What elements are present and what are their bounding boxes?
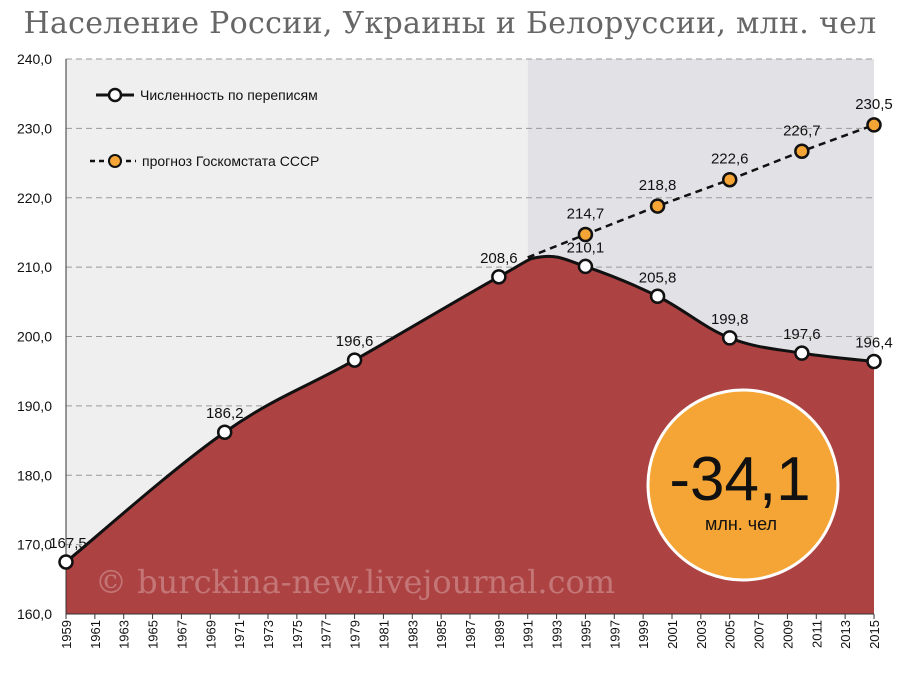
x-tick-label: 2015 (867, 620, 882, 649)
x-tick-label: 1983 (405, 620, 420, 649)
x-tick-label: 1987 (463, 620, 478, 649)
badge-unit: млн. чел (705, 514, 777, 534)
x-tick-label: 1979 (348, 620, 363, 649)
census-point (216, 424, 233, 440)
x-tick-label: 1997 (607, 620, 622, 649)
x-tick-label: 1993 (550, 620, 565, 649)
census-point (577, 258, 594, 275)
forecast-value-label: 218,8 (639, 177, 677, 194)
census-point (721, 330, 738, 346)
census-point (491, 269, 507, 285)
legend-forecast-label: прогноз Госкомстата СССР (142, 153, 319, 169)
x-tick-label: 2011 (809, 620, 824, 648)
y-tick-label: 160,0 (17, 606, 52, 622)
forecast-line (527, 123, 875, 259)
forecast-point (649, 198, 666, 214)
x-tick-label: 1963 (117, 620, 132, 649)
y-tick-label: 230,0 (17, 120, 52, 136)
y-tick-label: 220,0 (17, 190, 52, 206)
y-tick-label: 210,0 (17, 259, 52, 275)
census-point (346, 352, 363, 368)
data-labels: 167,5 186,2 196,6 208,6 210,1 205,8 199,8 197,6… (49, 96, 893, 552)
chart-title: Население России, Украины и Белоруссии, … (23, 6, 877, 41)
x-tick-label: 1999 (636, 620, 651, 649)
y-tick-label: 170,0 (17, 537, 52, 553)
x-tick-label: 2009 (780, 620, 795, 649)
census-line (65, 254, 875, 564)
x-tick-label: 2007 (752, 620, 767, 649)
legend: Численность по переписям прогноз Госкомс… (90, 87, 319, 169)
x-tick-label: 1995 (578, 620, 593, 649)
census-value-label: 196,6 (336, 333, 374, 350)
y-tick-label: 200,0 (17, 329, 52, 345)
census-value-label: 208,6 (480, 250, 518, 267)
forecast-value-label: 214,7 (567, 206, 605, 223)
x-tick-label: 1969 (203, 620, 218, 649)
forecast-point (794, 143, 810, 160)
data-markers (58, 117, 882, 570)
forecast-point (866, 117, 882, 133)
x-axis: 1959 1961 1963 1965 1967 1969 1971 1973 1975 1977… (59, 614, 882, 649)
x-tick-label: 1971 (232, 620, 247, 649)
x-tick-label: 1985 (434, 620, 449, 649)
y-tick-label: 190,0 (17, 398, 52, 414)
x-tick-label: 1961 (88, 620, 103, 649)
x-tick-label: 1975 (290, 620, 305, 649)
census-value-label: 210,1 (567, 239, 605, 256)
badge-circle (646, 388, 840, 582)
x-tick-label: 1989 (492, 620, 507, 649)
x-tick-label: 2001 (665, 620, 680, 649)
x-tick-label: 1977 (319, 620, 334, 649)
watermark-text: © burckina-new.livejournal.com (95, 563, 615, 601)
x-tick-label: 1959 (59, 620, 74, 649)
census-value-label: 197,6 (783, 326, 821, 343)
forecast-point (577, 226, 594, 243)
census-point (58, 554, 74, 570)
census-value-label: 205,8 (639, 269, 677, 286)
census-point (649, 288, 666, 305)
forecast-value-label: 226,7 (783, 122, 821, 139)
census-value-label: 196,4 (855, 334, 893, 351)
x-tick-label: 2013 (838, 620, 853, 649)
forecast-point (721, 171, 738, 188)
x-tick-label: 1965 (146, 620, 161, 649)
x-tick-label: 2005 (723, 620, 738, 649)
x-tick-label: 1991 (521, 620, 536, 649)
census-point (794, 345, 810, 361)
census-point (866, 353, 882, 370)
legend-census-marker (107, 87, 123, 103)
decline-badge: -34,1 млн. чел (646, 388, 840, 582)
x-tick-label: 2003 (694, 620, 709, 649)
legend-census-label: Численность по переписям (140, 87, 318, 103)
badge-value: -34,1 (669, 445, 810, 514)
forecast-value-label: 230,5 (855, 96, 893, 113)
y-tick-label: 240,0 (17, 51, 52, 67)
census-value-label: 199,8 (711, 311, 749, 328)
x-tick-label: 1967 (174, 620, 189, 649)
census-value-label: 167,5 (49, 535, 87, 552)
x-tick-label: 1973 (261, 620, 276, 649)
forecast-value-label: 222,6 (711, 151, 749, 168)
legend-forecast-marker (108, 154, 122, 168)
y-tick-label: 180,0 (17, 467, 52, 483)
census-value-label: 186,2 (206, 405, 244, 422)
x-tick-label: 1981 (376, 620, 391, 649)
